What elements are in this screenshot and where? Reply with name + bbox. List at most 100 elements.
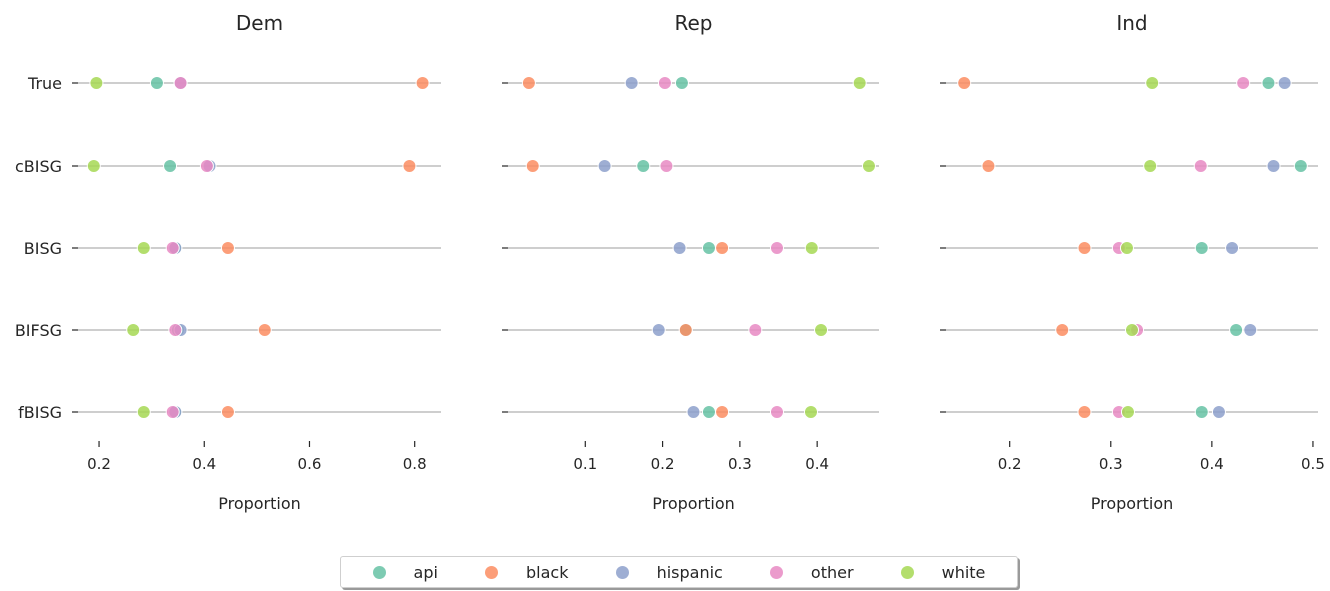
point-other — [769, 405, 784, 419]
point-white — [1145, 76, 1160, 90]
point-white — [1143, 159, 1158, 173]
y-tick-label: fBISG — [18, 403, 62, 422]
point-other — [199, 159, 214, 173]
point-other — [769, 241, 784, 255]
point-black — [715, 405, 730, 419]
panel-ind: Ind 0.2 0.3 0.4 0.5 Proportion — [940, 11, 1325, 513]
y-tick-label: True — [27, 74, 62, 93]
point-hispanic — [1211, 405, 1226, 419]
point-white — [136, 241, 151, 255]
legend-item-other: other — [769, 562, 854, 582]
x-tick-label: 0.2 — [87, 455, 111, 473]
point-hispanic — [624, 76, 639, 90]
x-tick-label: 0.2 — [998, 455, 1022, 473]
point-white — [1119, 241, 1134, 255]
point-hispanic — [1225, 241, 1240, 255]
point-hispanic — [651, 323, 666, 337]
point-api — [636, 159, 651, 173]
point-white — [814, 323, 829, 337]
x-axis-label: Proportion — [652, 494, 735, 513]
legend-marker — [769, 565, 783, 579]
legend-item-white: white — [900, 562, 986, 582]
legend-label: api — [413, 562, 438, 582]
point-other — [748, 323, 763, 337]
point-black — [1077, 405, 1092, 419]
point-hispanic — [1243, 323, 1258, 337]
point-black — [257, 323, 272, 337]
point-white — [86, 159, 101, 173]
point-hispanic — [1266, 159, 1281, 173]
point-other — [165, 241, 180, 255]
y-tick-label: BISG — [24, 239, 62, 258]
legend-marker — [615, 565, 629, 579]
point-black — [220, 241, 235, 255]
point-white — [136, 405, 151, 419]
x-axis-label: Proportion — [218, 494, 301, 513]
point-api — [701, 405, 716, 419]
point-hispanic — [1277, 76, 1292, 90]
legend-label: other — [810, 562, 854, 582]
point-black — [981, 159, 996, 173]
point-api — [1229, 323, 1244, 337]
legend-marker — [372, 565, 386, 579]
legend-item-black: black — [485, 563, 568, 582]
legend-item-api: api — [372, 562, 438, 582]
point-api — [1194, 405, 1209, 419]
point-black — [715, 241, 730, 255]
point-other — [659, 159, 674, 173]
legend-label: black — [526, 562, 569, 582]
point-api — [163, 159, 178, 173]
point-black — [415, 76, 430, 90]
point-black — [957, 76, 972, 90]
y-tick-label: BIFSG — [15, 321, 62, 340]
legend-label: hispanic — [656, 562, 723, 582]
legend: api black hispanic other white — [340, 556, 1018, 588]
point-api — [1194, 241, 1209, 255]
point-hispanic — [672, 241, 687, 255]
point-black — [678, 323, 693, 337]
x-tick-label: 0.4 — [1200, 455, 1224, 473]
point-white — [89, 76, 104, 90]
point-white — [1125, 323, 1139, 337]
x-tick-label: 0.3 — [1099, 455, 1123, 473]
point-white — [126, 323, 141, 337]
point-api — [674, 76, 689, 90]
legend-item-hispanic: hispanic — [615, 562, 723, 582]
y-tick-label: cBISG — [15, 157, 62, 176]
point-black — [1077, 241, 1092, 255]
point-black — [525, 159, 540, 173]
point-other — [1236, 76, 1251, 90]
point-api — [701, 241, 716, 255]
point-api — [149, 76, 164, 90]
legend-label: white — [941, 562, 986, 582]
point-hispanic — [597, 159, 612, 173]
point-white — [1120, 405, 1135, 419]
x-axis-label: Proportion — [1091, 494, 1174, 513]
x-tick-label: 0.4 — [192, 455, 216, 473]
panel-rep: Rep 0.1 0.2 0.3 0.4 Proportion — [502, 11, 879, 513]
x-tick-label: 0.6 — [298, 455, 322, 473]
x-tick-label: 0.5 — [1301, 455, 1325, 473]
point-white — [804, 241, 819, 255]
point-other — [168, 323, 183, 337]
x-tick-label: 0.8 — [403, 455, 427, 473]
panel-title: Rep — [675, 11, 713, 35]
point-other — [1193, 159, 1208, 173]
point-api — [1261, 76, 1276, 90]
point-other — [173, 76, 188, 90]
point-other — [165, 405, 180, 419]
x-tick-label: 0.2 — [651, 455, 675, 473]
panel-title: Ind — [1116, 11, 1147, 35]
point-api — [1293, 159, 1308, 173]
point-black — [1055, 323, 1070, 337]
point-other — [657, 76, 672, 90]
x-tick-label: 0.3 — [728, 455, 752, 473]
legend-marker — [900, 565, 914, 579]
panel-title: Dem — [236, 11, 283, 35]
point-black — [521, 76, 536, 90]
point-white — [852, 76, 867, 90]
point-white — [861, 159, 876, 173]
x-tick-label: 0.1 — [573, 455, 597, 473]
point-black — [402, 159, 417, 173]
